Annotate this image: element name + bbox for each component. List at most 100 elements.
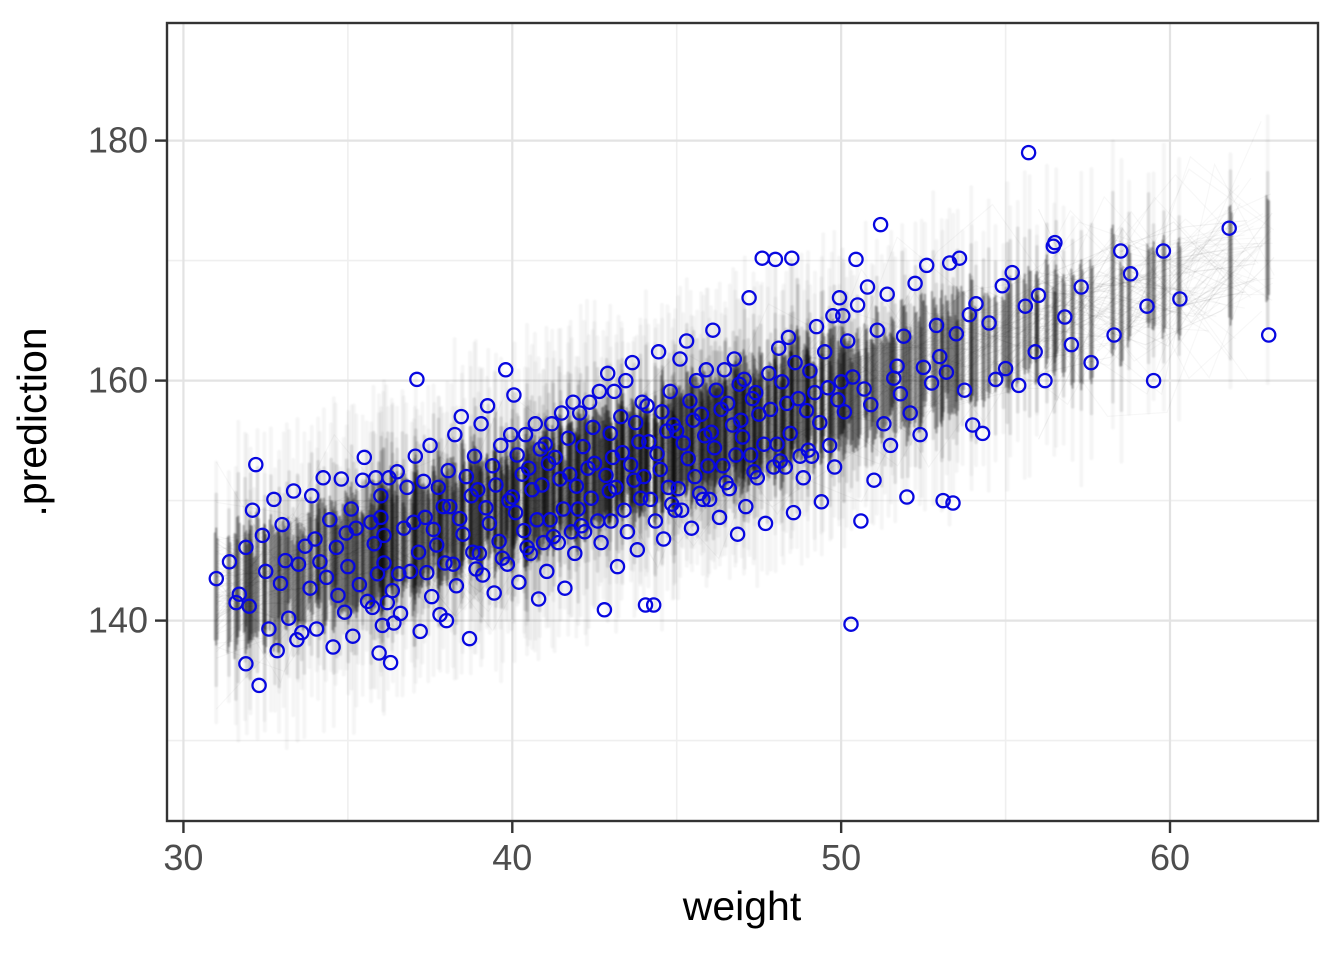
data-point: [269, 642, 285, 659]
data-point: [532, 441, 549, 457]
data-point: [522, 545, 539, 562]
data-point: [575, 438, 591, 455]
data-point: [1057, 309, 1073, 325]
data-point: [407, 448, 424, 464]
data-point: [843, 616, 859, 632]
data-point: [445, 556, 461, 572]
data-point: [425, 521, 442, 538]
data-point: [389, 464, 405, 480]
data-point: [932, 348, 948, 365]
data-point: [348, 520, 364, 536]
data-point: [371, 645, 387, 661]
data-point: [769, 436, 785, 452]
data-point: [238, 656, 254, 672]
data-point: [974, 425, 991, 442]
data-point: [831, 290, 848, 306]
data-point: [785, 504, 802, 521]
data-point: [912, 426, 928, 443]
data-point: [257, 563, 274, 580]
data-point: [866, 472, 882, 488]
data-point: [859, 279, 876, 295]
data-point: [603, 513, 619, 529]
x-tick-label: 60: [1150, 837, 1190, 878]
data-point: [848, 251, 864, 268]
data-point: [1020, 144, 1037, 161]
axis-tick-marks: [155, 139, 1172, 833]
data-point: [376, 527, 392, 544]
data-point: [539, 563, 555, 580]
data-point: [716, 362, 733, 378]
data-point: [757, 515, 774, 532]
data-point: [923, 375, 940, 391]
data-point: [527, 416, 544, 432]
data-point: [1172, 291, 1188, 307]
data-point: [415, 473, 432, 490]
data-point: [738, 498, 754, 515]
data-point: [473, 416, 489, 432]
data-point: [585, 419, 601, 436]
data-point: [726, 351, 743, 367]
data-point: [351, 576, 368, 593]
data-point: [889, 358, 905, 374]
data-point: [747, 384, 764, 401]
data-point: [409, 371, 425, 388]
data-point: [650, 344, 667, 360]
data-point: [506, 387, 522, 403]
data-point: [586, 455, 603, 472]
data-point: [550, 534, 567, 551]
data-point: [530, 591, 547, 607]
data-point: [835, 308, 851, 324]
data-point: [343, 501, 359, 517]
data-point: [703, 424, 720, 440]
data-point: [593, 534, 609, 551]
data-point: [562, 466, 578, 482]
data-point: [374, 617, 391, 634]
data-point: [1037, 372, 1053, 389]
data-point: [285, 483, 302, 499]
data-point: [613, 408, 629, 425]
data-point: [1004, 264, 1020, 281]
data-point: [935, 492, 951, 509]
data-point: [608, 479, 624, 496]
x-tick-label: 40: [492, 837, 532, 878]
data-point: [863, 396, 879, 413]
data-point: [907, 275, 923, 292]
data-point: [701, 491, 718, 508]
data-point: [660, 479, 677, 496]
data-point: [647, 513, 664, 529]
data-point: [364, 599, 381, 616]
y-tick-label: 180: [88, 120, 148, 161]
data-point: [624, 354, 641, 371]
data-point: [627, 414, 644, 431]
x-tick-label: 50: [821, 837, 861, 878]
data-point: [636, 468, 652, 485]
data-point: [987, 371, 1004, 388]
data-point: [430, 479, 447, 496]
data-point: [435, 498, 451, 515]
data-point: [537, 436, 553, 452]
data-point: [928, 317, 945, 334]
data-point: [534, 477, 550, 493]
data-point: [675, 435, 692, 451]
data-point: [392, 605, 409, 622]
data-point: [410, 544, 427, 560]
data-point: [241, 598, 257, 614]
data-point: [784, 250, 800, 266]
data-point: [208, 570, 225, 587]
data-point: [488, 477, 504, 493]
data-point: [491, 533, 507, 550]
data-point: [280, 610, 297, 626]
data-point: [455, 526, 471, 542]
data-point: [507, 504, 524, 521]
data-point: [830, 392, 846, 408]
panel-border: [165, 21, 1320, 823]
data-point: [466, 448, 483, 464]
data-point: [328, 539, 345, 556]
data-point: [423, 588, 440, 605]
data-point: [807, 384, 823, 401]
data-point: [303, 488, 320, 504]
data-point: [448, 578, 465, 594]
data-point: [570, 501, 586, 517]
